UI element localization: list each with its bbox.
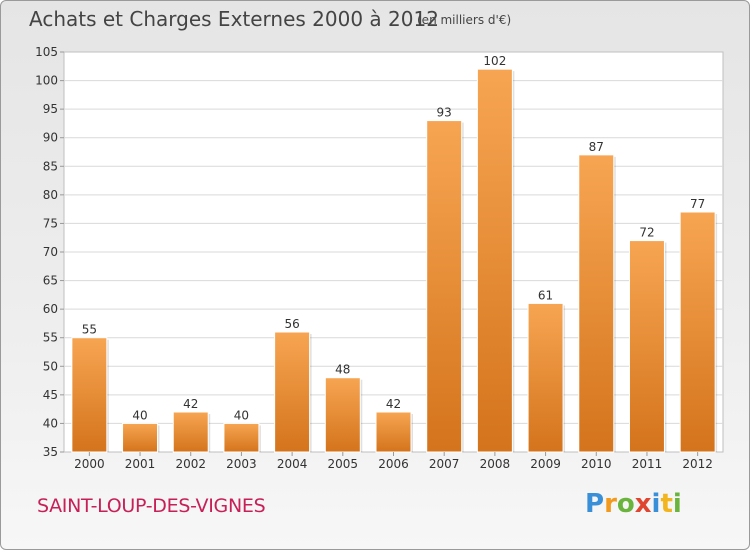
y-tick-label: 85 [43, 159, 58, 173]
x-tick-label-2009: 2009 [530, 457, 561, 471]
y-tick-label: 40 [43, 416, 58, 430]
y-tick-label: 65 [43, 274, 58, 288]
bar-2004[interactable] [274, 331, 311, 453]
y-tick-label: 35 [43, 445, 58, 459]
y-axis: 35 40 45 50 55 60 65 70 75 80 85 90 95 100 105 [35, 45, 64, 459]
y-tick-label: 95 [43, 102, 58, 116]
x-tick-label-2001: 2001 [125, 457, 156, 471]
x-tick-label-2007: 2007 [429, 457, 460, 471]
bar-2010[interactable] [578, 154, 615, 453]
data-label-2012: 77 [690, 197, 705, 211]
data-label-2000: 55 [82, 323, 97, 337]
data-label-2007: 93 [437, 106, 452, 120]
bar-2001[interactable] [122, 422, 159, 453]
chart-title: Achats et Charges Externes 2000 à 2012 [29, 7, 439, 31]
bar-2007[interactable] [426, 120, 463, 453]
proxiti-logo[interactable]: Proxiti [585, 489, 682, 519]
x-tick-label-2011: 2011 [632, 457, 663, 471]
x-tick-label-2003: 2003 [226, 457, 257, 471]
bar-2011[interactable] [628, 240, 665, 453]
commune-name: SAINT-LOUP-DES-VIGNES [37, 495, 266, 517]
data-labels: 55 40 42 40 56 48 42 93 102 61 87 72 77 [82, 54, 706, 422]
x-tick-label-2006: 2006 [378, 457, 409, 471]
data-label-2002: 42 [183, 397, 198, 411]
y-tick-label: 45 [43, 388, 58, 402]
y-tick-label: 75 [43, 216, 58, 230]
x-axis: 2000 2001 2002 2003 2004 2005 2006 2007 2008 2009… [74, 452, 713, 471]
y-tick-label: 55 [43, 331, 58, 345]
bar-2003[interactable] [223, 422, 260, 453]
data-label-2001: 40 [132, 408, 147, 422]
y-tick-label: 105 [35, 45, 58, 59]
data-label-2011: 72 [639, 226, 654, 240]
data-label-2009: 61 [538, 288, 553, 302]
chart-subtitle: (en milliers d'€) [417, 13, 512, 27]
y-tick-label: 100 [35, 74, 58, 88]
data-label-2003: 40 [234, 408, 249, 422]
y-tick-label: 70 [43, 245, 58, 259]
x-tick-label-2002: 2002 [175, 457, 206, 471]
data-label-2005: 48 [335, 363, 350, 377]
data-label-2006: 42 [386, 397, 401, 411]
bar-2009[interactable] [527, 302, 564, 453]
x-tick-label-2010: 2010 [581, 457, 612, 471]
bars [71, 68, 718, 453]
x-tick-label-2005: 2005 [328, 457, 359, 471]
x-tick-label-2008: 2008 [480, 457, 511, 471]
x-tick-label-2000: 2000 [74, 457, 105, 471]
y-tick-label: 50 [43, 359, 58, 373]
bar-2006[interactable] [375, 411, 412, 453]
bar-2002[interactable] [172, 411, 209, 453]
y-tick-label: 90 [43, 131, 58, 145]
y-tick-label: 80 [43, 188, 58, 202]
y-tick-label: 60 [43, 302, 58, 316]
x-tick-label-2012: 2012 [682, 457, 713, 471]
bar-2008[interactable] [476, 68, 513, 453]
x-tick-label-2004: 2004 [277, 457, 308, 471]
bar-2012[interactable] [679, 211, 716, 453]
data-label-2008: 102 [483, 54, 506, 68]
bar-2005[interactable] [324, 377, 361, 453]
data-label-2010: 87 [589, 140, 604, 154]
data-label-2004: 56 [284, 317, 299, 331]
bar-2000[interactable] [71, 337, 108, 453]
